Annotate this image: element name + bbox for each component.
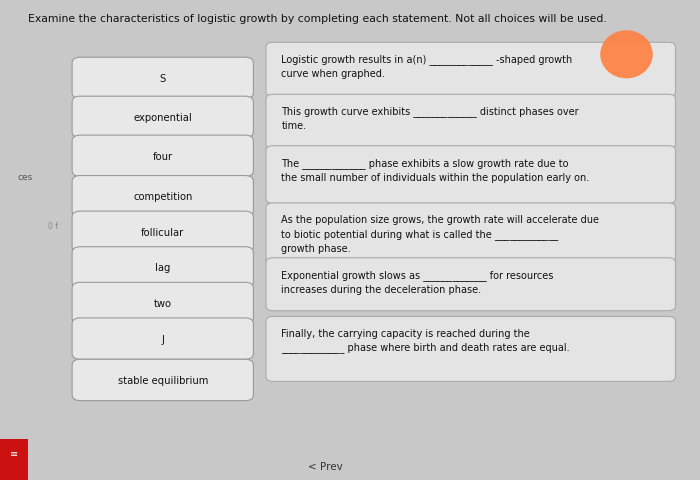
- Text: This growth curve exhibits _____________ distinct phases over
time.: This growth curve exhibits _____________…: [281, 106, 579, 131]
- FancyBboxPatch shape: [72, 318, 253, 360]
- Text: lag: lag: [155, 263, 170, 273]
- Text: The _____________ phase exhibits a slow growth rate due to
the small number of i: The _____________ phase exhibits a slow …: [281, 157, 589, 182]
- Text: follicular: follicular: [141, 228, 184, 237]
- Text: J: J: [161, 334, 164, 344]
- Text: Exponential growth slows as _____________ for resources
increases during the dec: Exponential growth slows as ____________…: [281, 269, 554, 294]
- FancyBboxPatch shape: [72, 136, 253, 177]
- FancyBboxPatch shape: [72, 176, 253, 217]
- FancyBboxPatch shape: [72, 360, 253, 401]
- FancyBboxPatch shape: [0, 439, 28, 480]
- Text: four: four: [153, 152, 173, 161]
- Text: ces: ces: [18, 173, 33, 182]
- Text: competition: competition: [133, 192, 192, 202]
- Text: ≡: ≡: [10, 448, 18, 458]
- FancyBboxPatch shape: [266, 204, 676, 265]
- Text: S: S: [160, 74, 166, 84]
- FancyBboxPatch shape: [72, 283, 253, 324]
- FancyBboxPatch shape: [72, 58, 253, 99]
- Text: two: two: [154, 299, 172, 308]
- FancyBboxPatch shape: [72, 212, 253, 253]
- FancyBboxPatch shape: [266, 43, 676, 97]
- FancyBboxPatch shape: [72, 247, 253, 288]
- Text: Examine the characteristics of logistic growth by completing each statement. Not: Examine the characteristics of logistic …: [28, 14, 607, 24]
- FancyBboxPatch shape: [266, 258, 676, 311]
- Ellipse shape: [601, 31, 652, 79]
- FancyBboxPatch shape: [266, 95, 676, 149]
- Text: Finally, the carrying capacity is reached during the
_____________ phase where b: Finally, the carrying capacity is reache…: [281, 328, 570, 353]
- FancyBboxPatch shape: [266, 317, 676, 382]
- FancyBboxPatch shape: [266, 146, 676, 204]
- FancyBboxPatch shape: [72, 97, 253, 138]
- Text: exponential: exponential: [134, 113, 192, 122]
- Text: stable equilibrium: stable equilibrium: [118, 375, 208, 385]
- Text: Logistic growth results in a(n) _____________ -shaped growth
curve when graphed.: Logistic growth results in a(n) ________…: [281, 54, 573, 79]
- Text: < Prev: < Prev: [308, 461, 343, 471]
- Text: 0 f: 0 f: [48, 221, 57, 230]
- Text: As the population size grows, the growth rate will accelerate due
to biotic pote: As the population size grows, the growth…: [281, 215, 599, 253]
